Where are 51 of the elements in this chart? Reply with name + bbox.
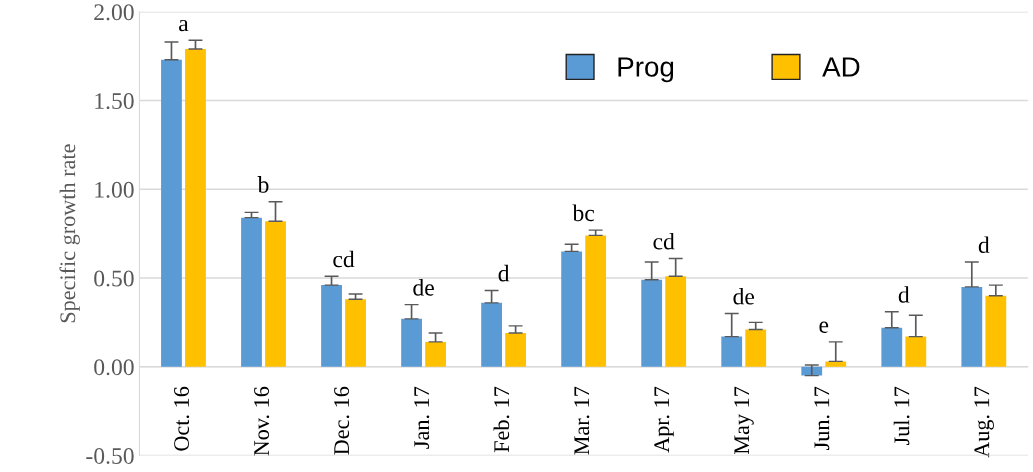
y-tick-label: 0.00	[94, 359, 134, 376]
annotation: de	[413, 279, 434, 296]
bar	[345, 299, 366, 367]
bar	[481, 302, 503, 367]
annotation: a	[179, 19, 189, 32]
x-tick-label: Dec. 16	[334, 386, 350, 455]
legend-label: Prog	[618, 57, 674, 83]
annotation: e	[819, 321, 829, 333]
bar	[985, 295, 1007, 367]
bar	[721, 336, 743, 367]
y-tick-label: -0.50	[86, 447, 134, 465]
y-tick-label: 0.50	[94, 270, 134, 287]
bar	[665, 276, 687, 367]
bar	[425, 341, 446, 367]
annotation: cd	[653, 232, 675, 250]
annotation: cd	[333, 250, 355, 268]
x-tick-label: Apr. 17	[654, 386, 674, 453]
bar	[185, 49, 206, 367]
bar	[401, 318, 422, 367]
bar	[265, 221, 286, 367]
x-tick-label: Nov. 16	[254, 386, 270, 456]
annotation: d	[978, 236, 990, 254]
bar	[321, 285, 342, 367]
bar	[641, 279, 663, 367]
y-tick-label: 1.50	[95, 93, 134, 110]
annotation: d	[898, 286, 910, 303]
x-tick-label: Jul. 17	[893, 386, 910, 445]
bar	[961, 286, 983, 367]
x-tick-label: Aug. 17	[974, 386, 994, 458]
bar	[241, 217, 262, 367]
x-tick-label: Mar. 17	[574, 386, 590, 455]
x-tick-label: Jan. 17	[414, 386, 430, 449]
bar	[161, 59, 182, 367]
x-tick-label: Feb. 17	[493, 386, 510, 453]
annotation: de	[733, 287, 755, 305]
bar	[905, 336, 927, 367]
bar	[881, 327, 903, 367]
annotation: b	[257, 176, 269, 193]
annotation: d	[498, 264, 510, 282]
y-axis-title: Specific growth rate	[59, 144, 80, 323]
bar	[505, 333, 527, 367]
bar	[745, 329, 767, 367]
y-tick-label: 2.00	[94, 4, 134, 21]
x-tick-label: Oct. 16	[174, 386, 190, 451]
y-tick-label: 1.00	[95, 181, 134, 198]
bar	[585, 235, 607, 367]
annotation: bc	[572, 204, 595, 222]
bar	[561, 251, 583, 367]
legend-label: AD	[822, 57, 860, 77]
x-tick-label: Jun. 17	[814, 386, 830, 450]
x-tick-label: May 17	[734, 386, 754, 455]
